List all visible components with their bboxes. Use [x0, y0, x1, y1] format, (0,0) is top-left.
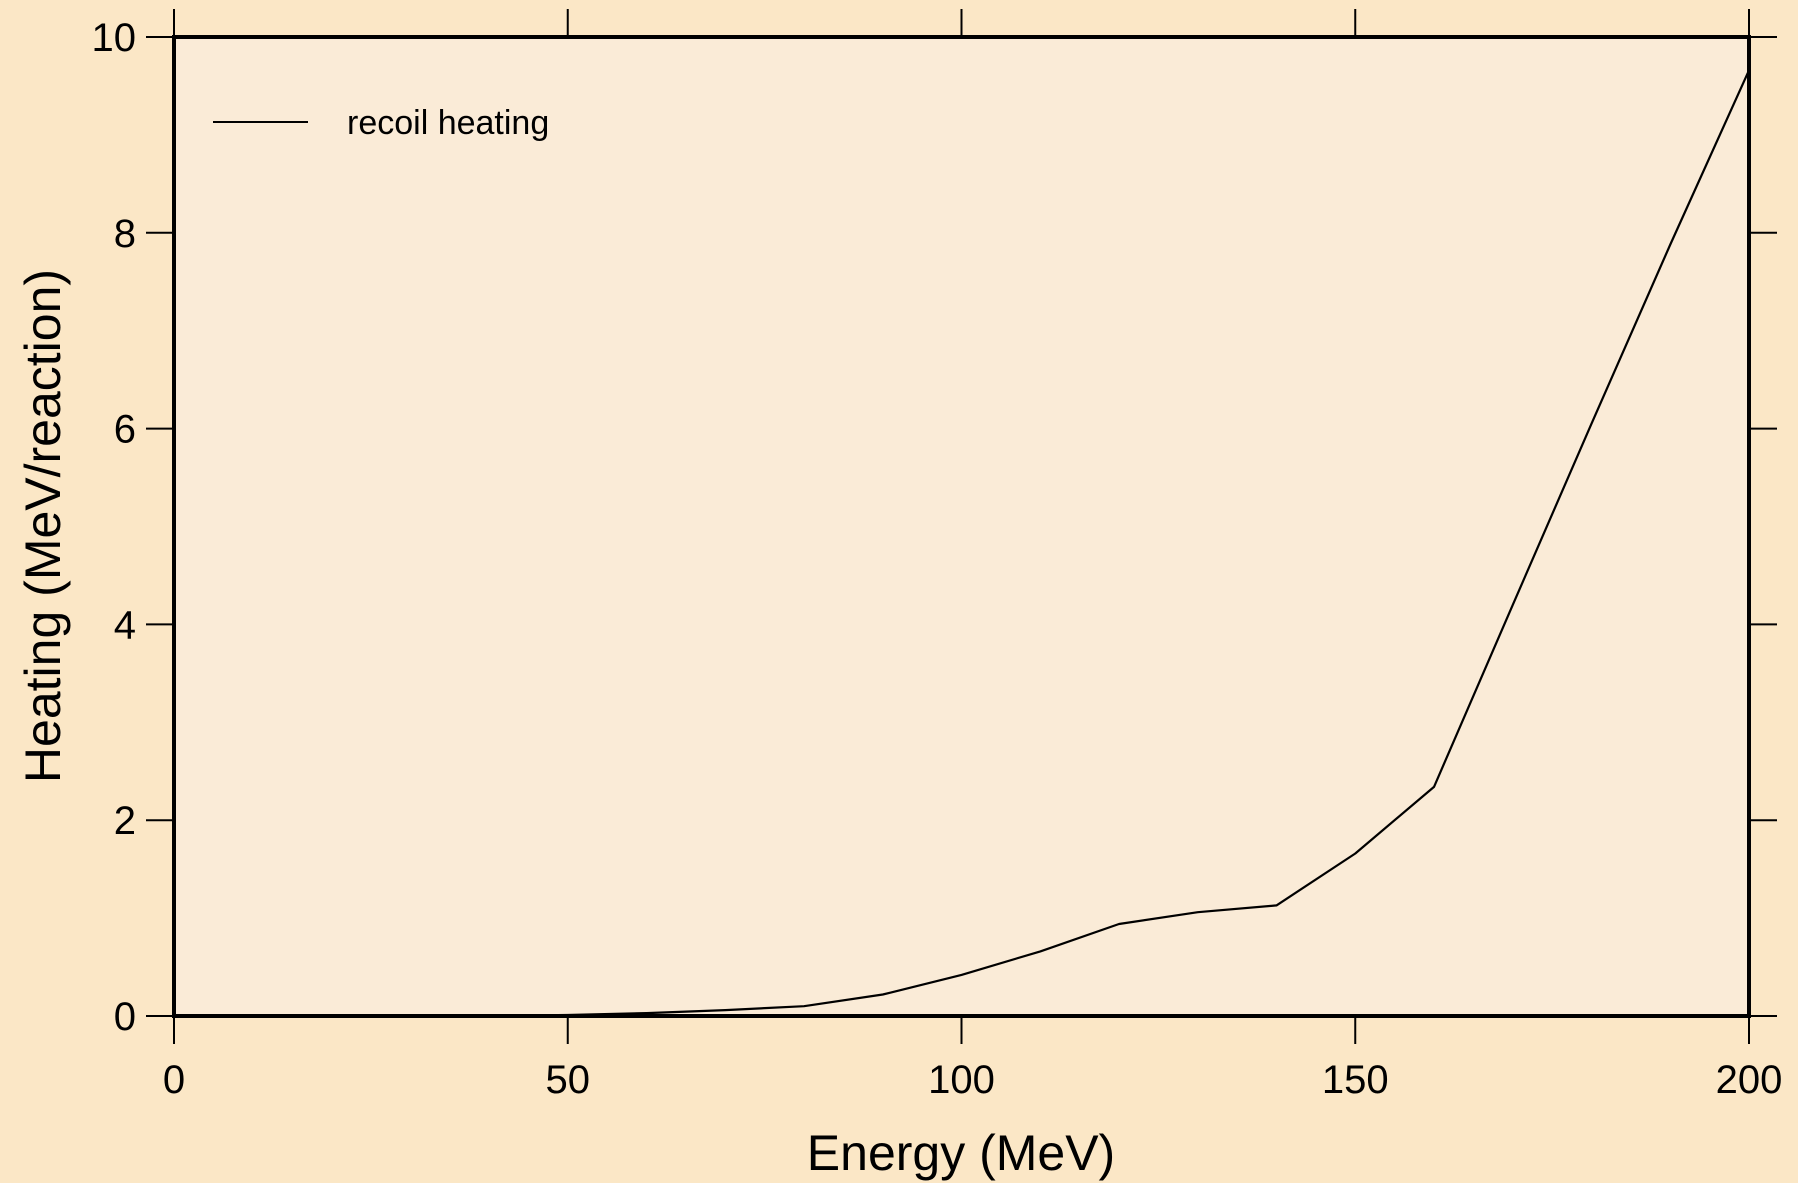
plot-area [174, 37, 1749, 1016]
x-tick-label: 150 [1322, 1058, 1389, 1102]
x-tick-label: 100 [928, 1058, 995, 1102]
y-tick-label: 4 [114, 603, 136, 647]
y-tick-label: 0 [114, 995, 136, 1039]
y-tick-label: 10 [92, 16, 137, 60]
x-tick-label: 200 [1716, 1058, 1783, 1102]
axis-ticks [146, 9, 1777, 1044]
y-tick-label: 8 [114, 212, 136, 256]
y-tick-label: 2 [114, 799, 136, 843]
plot-frame [172, 35, 1751, 1018]
y-tick-label: 6 [114, 408, 136, 452]
legend-label: recoil heating [347, 104, 549, 142]
y-axis-title: Heating (MeV/reaction) [15, 269, 71, 783]
x-tick-label: 50 [546, 1058, 591, 1102]
x-tick-label: 0 [163, 1058, 185, 1102]
axis-tick-labels: 0 50 100 150 200 0 2 4 6 8 10 [92, 16, 1783, 1102]
legend: recoil heating [213, 104, 549, 142]
x-axis-title: Energy (MeV) [807, 1125, 1115, 1181]
